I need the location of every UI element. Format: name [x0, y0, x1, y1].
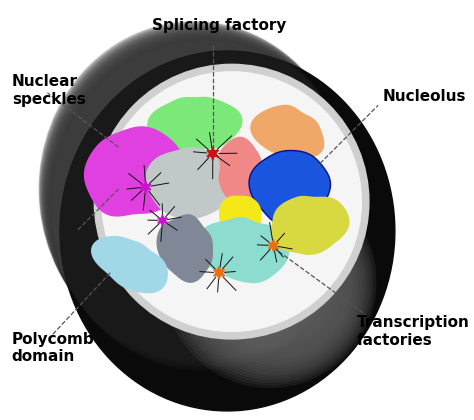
Ellipse shape: [168, 179, 374, 385]
Polygon shape: [268, 240, 279, 252]
Polygon shape: [91, 236, 168, 293]
Ellipse shape: [183, 194, 365, 375]
Polygon shape: [147, 97, 243, 152]
Ellipse shape: [187, 197, 363, 373]
Ellipse shape: [46, 32, 354, 365]
Ellipse shape: [40, 24, 350, 358]
Ellipse shape: [180, 190, 367, 378]
Ellipse shape: [39, 21, 349, 357]
Polygon shape: [158, 215, 167, 226]
Ellipse shape: [41, 25, 350, 359]
Polygon shape: [198, 217, 289, 283]
Polygon shape: [207, 147, 219, 160]
Polygon shape: [156, 214, 213, 283]
Text: Transcription
factories: Transcription factories: [357, 315, 470, 348]
Ellipse shape: [44, 29, 352, 363]
Ellipse shape: [45, 31, 353, 364]
Polygon shape: [219, 196, 262, 239]
Polygon shape: [250, 105, 324, 160]
Ellipse shape: [47, 34, 355, 367]
Polygon shape: [141, 181, 151, 193]
Text: Nuclear
speckles: Nuclear speckles: [12, 74, 86, 107]
Ellipse shape: [39, 22, 349, 357]
Circle shape: [102, 72, 361, 331]
Ellipse shape: [172, 183, 372, 383]
Ellipse shape: [46, 33, 354, 366]
Polygon shape: [214, 267, 225, 279]
Ellipse shape: [45, 30, 353, 363]
Ellipse shape: [164, 176, 376, 388]
Ellipse shape: [44, 29, 352, 362]
Ellipse shape: [43, 28, 352, 362]
Polygon shape: [249, 150, 330, 225]
Ellipse shape: [60, 51, 395, 411]
Ellipse shape: [46, 32, 353, 365]
Text: Polycomb
domain: Polycomb domain: [12, 332, 95, 364]
Polygon shape: [146, 147, 232, 219]
Ellipse shape: [40, 23, 349, 358]
Circle shape: [94, 64, 369, 339]
Text: Nucleolus: Nucleolus: [383, 89, 466, 105]
Polygon shape: [272, 196, 349, 255]
Ellipse shape: [176, 186, 369, 380]
Polygon shape: [84, 126, 188, 217]
Ellipse shape: [42, 26, 351, 360]
Ellipse shape: [47, 35, 355, 367]
Ellipse shape: [43, 27, 351, 361]
Ellipse shape: [42, 26, 351, 360]
Polygon shape: [219, 136, 262, 203]
Text: Splicing factory: Splicing factory: [152, 18, 286, 33]
